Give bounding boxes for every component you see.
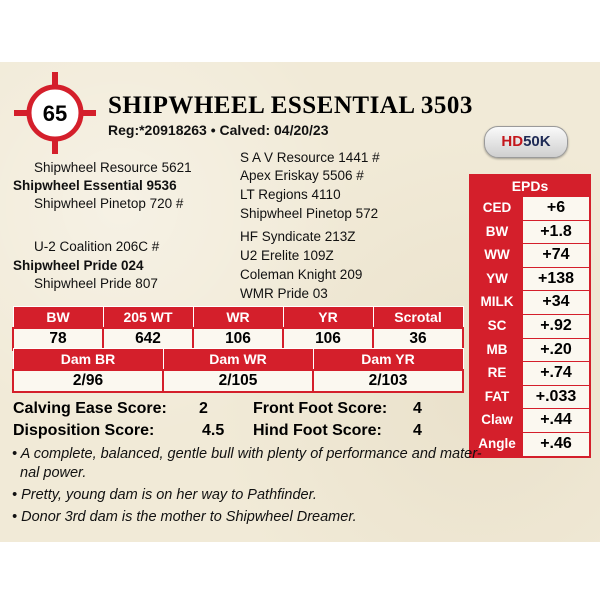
note-2: • Pretty, young dam is on her way to Pat… xyxy=(12,487,317,503)
pedigree-gg-3: LT Regions 4110 xyxy=(240,187,341,202)
perf-header: YR xyxy=(282,306,374,329)
registration-line: Reg:*20918263 • Calved: 04/20/23 xyxy=(108,122,329,138)
epd-label: FAT xyxy=(471,385,523,409)
epd-row-yw: YW +138 xyxy=(471,267,589,291)
epd-row-milk: MILK +34 xyxy=(471,291,589,314)
hd50k-logo: HD50K xyxy=(484,126,568,158)
note-1: • A complete, balanced, gentle bull with… xyxy=(12,446,482,462)
dam-value: 2/103 xyxy=(312,369,464,393)
sire-sire: Shipwheel Resource 5621 xyxy=(34,160,192,175)
epd-label: SC xyxy=(471,314,523,338)
epd-label: Claw xyxy=(471,409,523,432)
calving-ease-score: 2 xyxy=(199,400,208,417)
perf-value: 106 xyxy=(282,327,374,351)
epd-label: YW xyxy=(471,267,523,291)
perf-header: BW xyxy=(12,306,104,329)
hind-foot-label: Hind Foot Score: xyxy=(253,422,382,439)
sire-dam: Shipwheel Pinetop 720 # xyxy=(34,196,184,211)
epd-value: +34 xyxy=(523,291,589,314)
epd-value: +.74 xyxy=(523,362,589,385)
perf-header: 205 WT xyxy=(102,306,194,329)
pedigree-gg-2: Apex Eriskay 5506 # xyxy=(240,168,364,183)
epd-label: RE xyxy=(471,362,523,385)
front-foot-label: Front Foot Score: xyxy=(253,400,388,417)
dam-value: 2/105 xyxy=(162,369,314,393)
disposition-label: Disposition Score: xyxy=(13,422,155,439)
note-1-cont: nal power. xyxy=(20,465,87,481)
front-foot-score: 4 xyxy=(413,400,422,417)
pedigree-gg-6: U2 Erelite 109Z xyxy=(240,248,334,263)
epd-value: +.92 xyxy=(523,314,589,338)
epd-value: +6 xyxy=(523,197,589,220)
lot-badge: 65 xyxy=(14,72,96,154)
epd-label: Angle xyxy=(471,432,523,456)
epd-value: +74 xyxy=(523,244,589,267)
epd-value: +.20 xyxy=(523,338,589,362)
epd-title: EPDs xyxy=(511,178,549,194)
epd-label: MILK xyxy=(471,291,523,314)
epd-row-fat: FAT +.033 xyxy=(471,385,589,409)
pedigree-gg-5: HF Syndicate 213Z xyxy=(240,229,356,244)
pedigree-gg-8: WMR Pride 03 xyxy=(240,286,328,301)
epd-panel: EPDs CED +6 BW +1.8 WW +74 YW +138 MILK +34 SC +.92… xyxy=(469,174,591,458)
lot-number: 65 xyxy=(43,101,67,126)
epd-row-angle: Angle +.46 xyxy=(471,432,589,456)
perf-header: Scrotal xyxy=(372,306,464,329)
epd-row-mb: MB +.20 xyxy=(471,338,589,362)
note-3: • Donor 3rd dam is the mother to Shipwhe… xyxy=(12,509,357,525)
epd-value: +.46 xyxy=(523,432,589,456)
epd-row-ced: CED +6 xyxy=(471,197,589,220)
perf-value: 78 xyxy=(12,327,104,351)
epd-value: +1.8 xyxy=(523,220,589,244)
dam-header: Dam YR xyxy=(312,348,464,371)
epd-row-re: RE +.74 xyxy=(471,362,589,385)
epd-value: +.44 xyxy=(523,409,589,432)
perf-value: 642 xyxy=(102,327,194,351)
epd-row-bw: BW +1.8 xyxy=(471,220,589,244)
perf-header: WR xyxy=(192,306,284,329)
sire: Shipwheel Essential 9536 xyxy=(13,178,177,193)
epd-value: +138 xyxy=(523,267,589,291)
perf-value: 106 xyxy=(192,327,284,351)
epd-label: MB xyxy=(471,338,523,362)
dam-sire: U-2 Coalition 206C # xyxy=(34,239,160,254)
dam-ratio-table: Dam BR Dam WR Dam YR 2/96 2/105 2/103 xyxy=(12,348,464,393)
pedigree-gg-7: Coleman Knight 209 xyxy=(240,267,363,282)
epd-label: CED xyxy=(471,197,523,220)
performance-table: BW 205 WT WR YR Scrotal 78 642 106 106 3… xyxy=(12,306,464,351)
epd-row-ww: WW +74 xyxy=(471,244,589,267)
perf-value: 36 xyxy=(372,327,464,351)
pedigree-gg-1: S A V Resource 1441 # xyxy=(240,150,380,165)
epd-row-sc: SC +.92 xyxy=(471,314,589,338)
dam-dam: Shipwheel Pride 807 xyxy=(34,276,158,291)
pedigree-gg-4: Shipwheel Pinetop 572 xyxy=(240,206,379,221)
epd-label: WW xyxy=(471,244,523,267)
epd-label: BW xyxy=(471,220,523,244)
epd-value: +.033 xyxy=(523,385,589,409)
dam-value: 2/96 xyxy=(12,369,164,393)
calving-ease-label: Calving Ease Score: xyxy=(13,400,167,417)
hind-foot-score: 4 xyxy=(413,422,422,439)
disposition-score: 4.5 xyxy=(202,422,225,439)
dam-header: Dam WR xyxy=(162,348,314,371)
dam-header: Dam BR xyxy=(12,348,164,371)
dam: Shipwheel Pride 024 xyxy=(13,258,144,273)
epd-row-claw: Claw +.44 xyxy=(471,409,589,432)
animal-name: SHIPWHEEL ESSENTIAL 3503 xyxy=(108,92,473,119)
